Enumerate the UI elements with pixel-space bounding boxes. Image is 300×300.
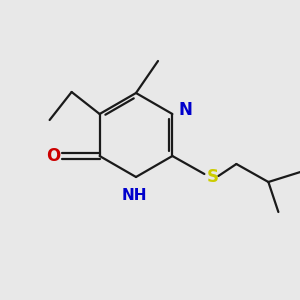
Text: S: S: [206, 168, 218, 186]
Text: O: O: [46, 147, 61, 165]
Text: NH: NH: [121, 188, 147, 202]
Text: N: N: [178, 101, 192, 119]
